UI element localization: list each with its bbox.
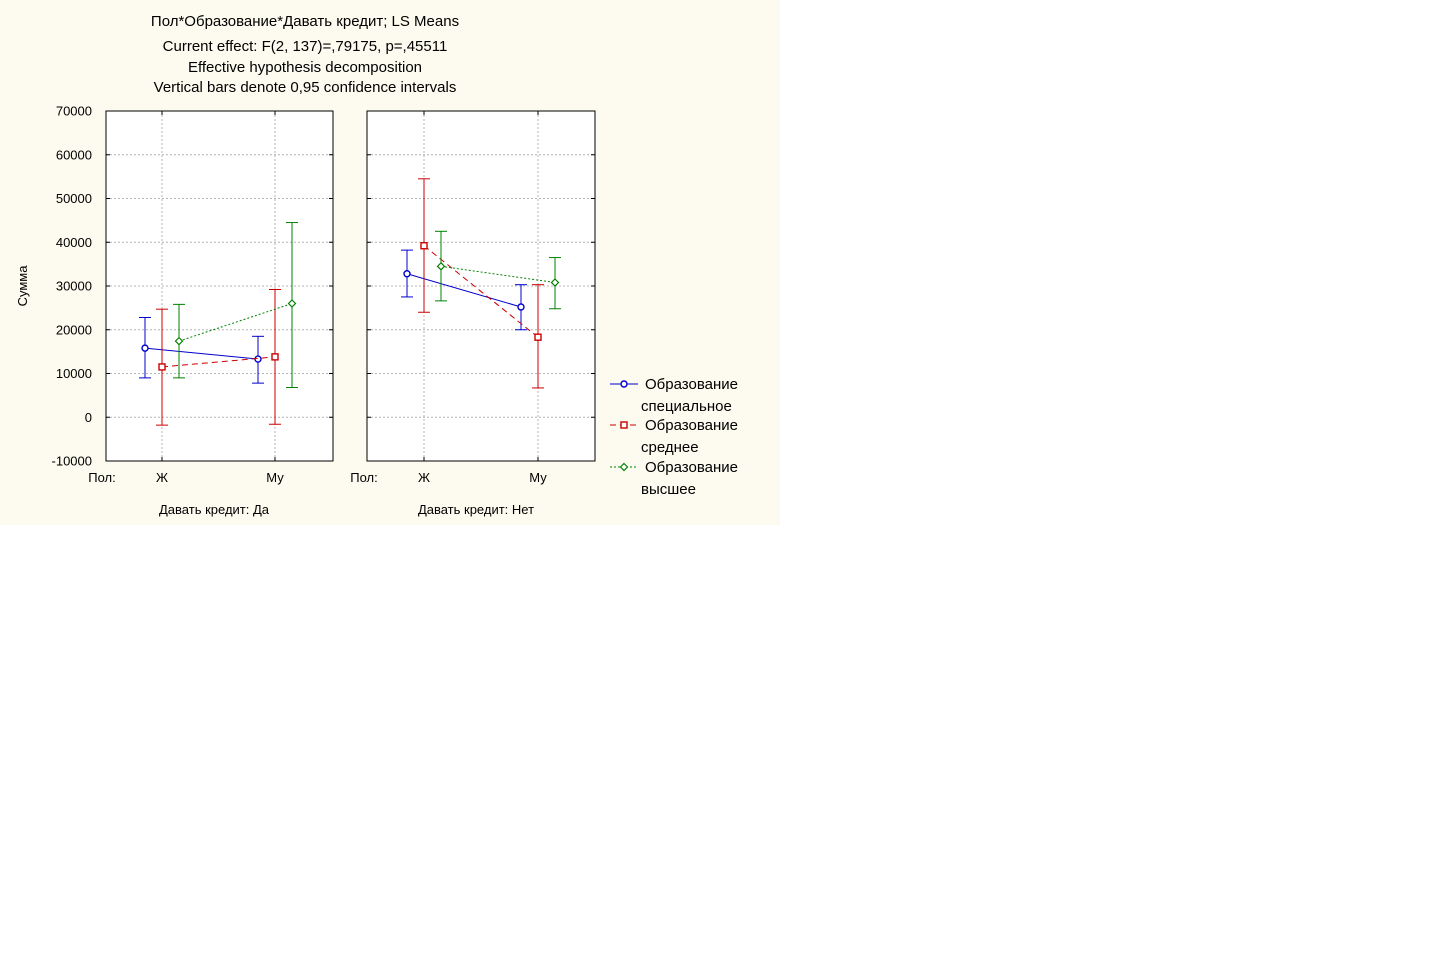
legend-item-1: Образование специальное <box>610 376 738 415</box>
data-point <box>534 333 542 341</box>
chart-panels: Пол: Ж Му Давать кредит: Да Пол: Ж Му Давать кр… <box>88 110 596 517</box>
data-point <box>550 278 560 287</box>
x-tick-label: Ж <box>156 470 168 485</box>
y-tick-label: -10000 <box>52 454 92 469</box>
chart-subtitle-effect: Current effect: F(2, 137)=,79175, p=,455… <box>163 38 448 55</box>
chart-figure: Пол*Образование*Давать кредит; LS Means … <box>0 0 780 525</box>
data-point <box>174 336 184 346</box>
panel-label: Давать кредит: Нет <box>418 502 534 517</box>
chart-svg: Пол*Образование*Давать кредит; LS Means … <box>15 13 738 517</box>
legend-label: высшее <box>641 481 696 498</box>
series-3 <box>173 222 298 388</box>
legend-label: среднее <box>641 439 699 456</box>
x-tick-label: Му <box>529 470 547 485</box>
data-point <box>517 303 525 311</box>
legend-label: специальное <box>641 398 732 415</box>
panel-label: Давать кредит: Да <box>159 502 270 517</box>
x-factor-label: Пол: <box>88 470 116 485</box>
data-point <box>420 242 428 250</box>
y-tick-label: 50000 <box>56 191 92 206</box>
panel-2: Пол: Ж Му Давать кредит: Нет <box>350 110 596 517</box>
y-tick-label: 70000 <box>56 104 92 119</box>
series-1 <box>139 317 264 384</box>
legend-label: Образование <box>645 417 738 434</box>
chart-subtitle-decomposition: Effective hypothesis decomposition <box>188 59 422 76</box>
y-tick-label: 0 <box>85 410 92 425</box>
series-line <box>144 347 259 360</box>
x-tick-label: Му <box>266 470 284 485</box>
chart-subtitle-confidence: Vertical bars denote 0,95 confidence int… <box>154 79 457 96</box>
data-point <box>403 270 411 278</box>
legend-item-2: Образование среднее <box>610 417 738 456</box>
series-line <box>161 356 276 368</box>
panel-1: Пол: Ж Му Давать кредит: Да <box>88 110 334 517</box>
series-3 <box>435 230 561 310</box>
x-tick-label: Ж <box>418 470 430 485</box>
data-point <box>287 299 297 308</box>
legend: Образование специальное Образование среднее… <box>610 376 738 498</box>
series-1 <box>401 249 527 331</box>
legend-swatch-marker <box>620 380 628 388</box>
y-tick-label: 20000 <box>56 322 92 337</box>
x-factor-label: Пол: <box>350 470 378 485</box>
y-axis-ticks: 70000 60000 50000 40000 30000 20000 10000 0 -100… <box>52 104 92 469</box>
chart-title: Пол*Образование*Давать кредит; LS Means <box>151 13 459 30</box>
legend-swatch-marker <box>620 421 628 429</box>
data-point <box>158 363 166 371</box>
series-line <box>423 245 539 338</box>
data-point <box>271 353 279 361</box>
series-line <box>406 273 522 308</box>
data-point <box>436 261 446 271</box>
series-2 <box>418 178 544 389</box>
data-point <box>141 344 149 352</box>
y-tick-label: 40000 <box>56 235 92 250</box>
y-axis-label: Сумма <box>15 265 30 307</box>
legend-label: Образование <box>645 376 738 393</box>
legend-swatch-marker <box>619 462 629 472</box>
y-tick-label: 30000 <box>56 279 92 294</box>
series-2 <box>156 289 281 426</box>
legend-label: Образование <box>645 459 738 476</box>
chart-title-block: Пол*Образование*Давать кредит; LS Means … <box>151 13 459 96</box>
series-line <box>440 265 556 283</box>
y-tick-label: 60000 <box>56 147 92 162</box>
y-tick-label: 10000 <box>56 366 92 381</box>
legend-item-3: Образование высшее <box>610 459 738 498</box>
